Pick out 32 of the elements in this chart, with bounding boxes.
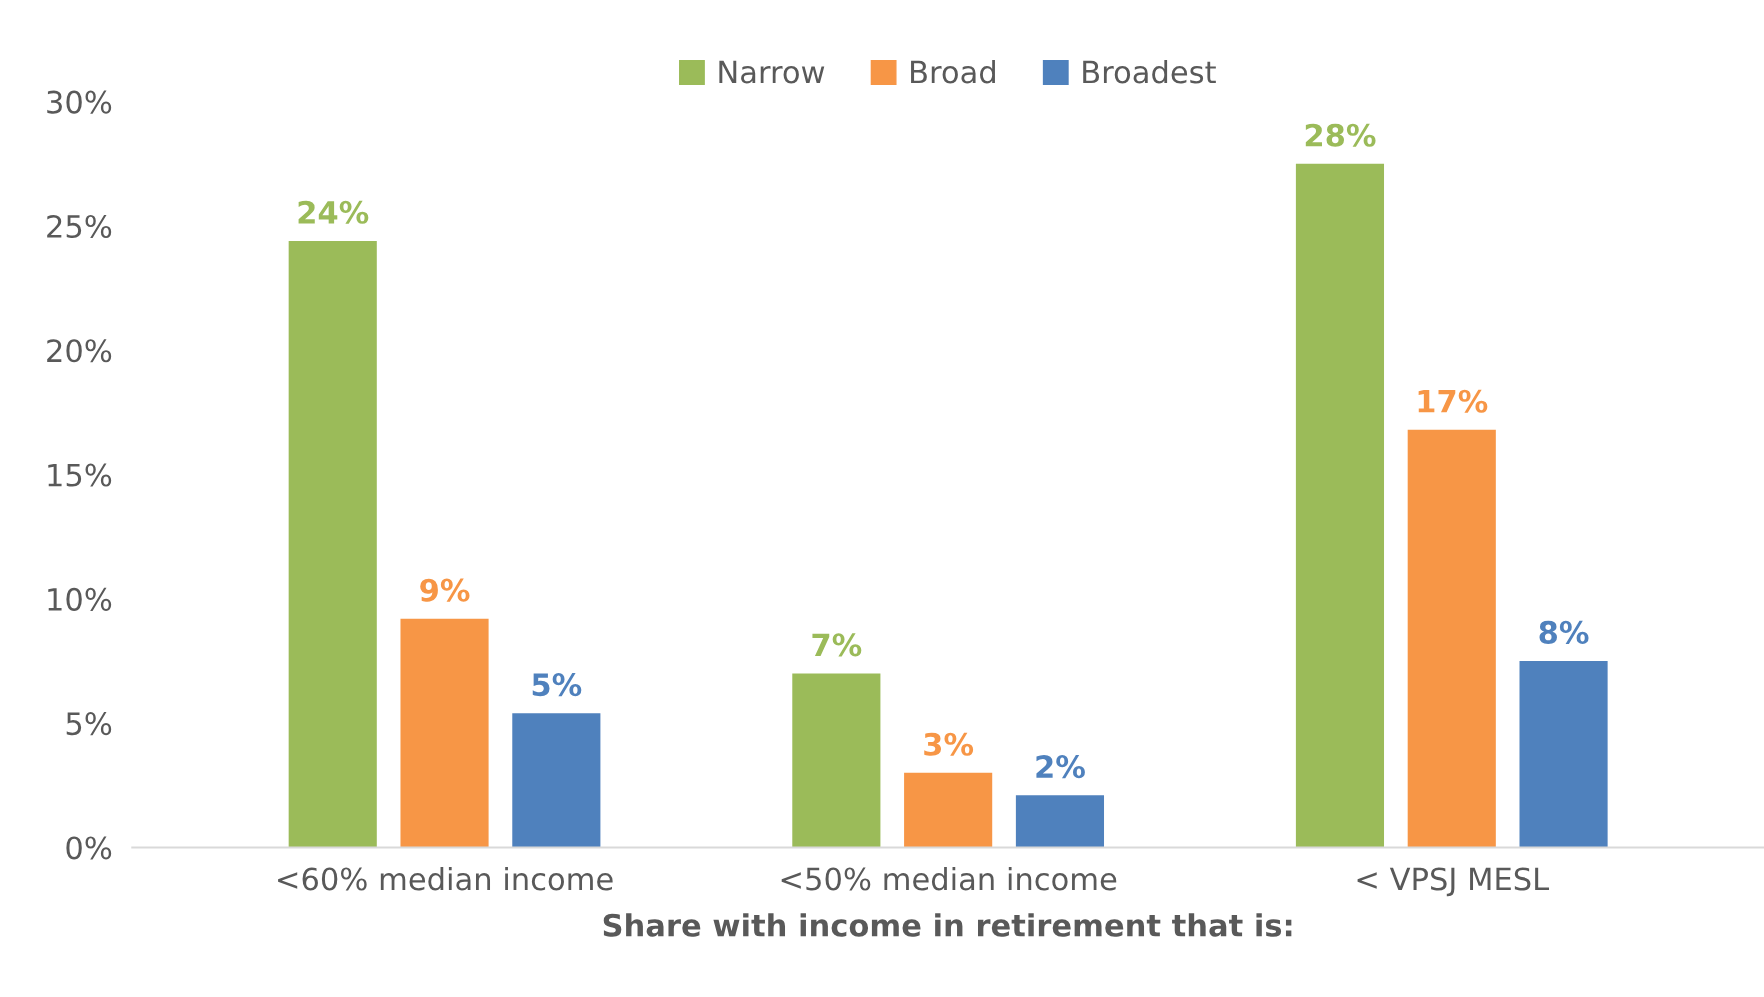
data-label: 17% <box>1418 389 1488 413</box>
legend-label: Narrow <box>719 60 825 84</box>
bar <box>288 240 377 848</box>
x-axis-title: Share with income in retirement that is: <box>603 913 1292 937</box>
bar <box>400 618 489 848</box>
data-label: 8% <box>1539 620 1589 644</box>
bar <box>1407 429 1496 848</box>
bar <box>1519 661 1608 848</box>
data-label: 7% <box>812 633 862 657</box>
bar <box>1295 163 1385 848</box>
y-tick-label: 30% <box>47 90 112 114</box>
x-tick-label: <60% median income <box>278 866 613 891</box>
x-tick-label: < VPSJ MESL <box>1357 867 1550 897</box>
y-tick-label: 15% <box>48 463 112 487</box>
y-tick-label: 10% <box>48 587 112 611</box>
legend-label: Broad <box>911 59 995 84</box>
y-tick-label: 0% <box>66 836 112 860</box>
data-label: 2% <box>1036 755 1085 779</box>
y-tick-label: 20% <box>47 339 112 363</box>
legend-label: Broadest <box>1083 59 1216 84</box>
data-label: 3% <box>924 732 974 756</box>
bar <box>512 713 601 848</box>
data-label: 5% <box>532 673 582 697</box>
data-label: 9% <box>420 578 470 602</box>
bar <box>792 673 881 848</box>
data-label: 24% <box>298 200 369 224</box>
y-tick-label: 5% <box>66 712 112 736</box>
bar <box>904 772 993 848</box>
data-label: 28% <box>1305 123 1376 147</box>
bar <box>1015 795 1105 848</box>
x-tick-label: <50% median income <box>781 866 1117 891</box>
y-tick-label: 25% <box>47 214 112 239</box>
